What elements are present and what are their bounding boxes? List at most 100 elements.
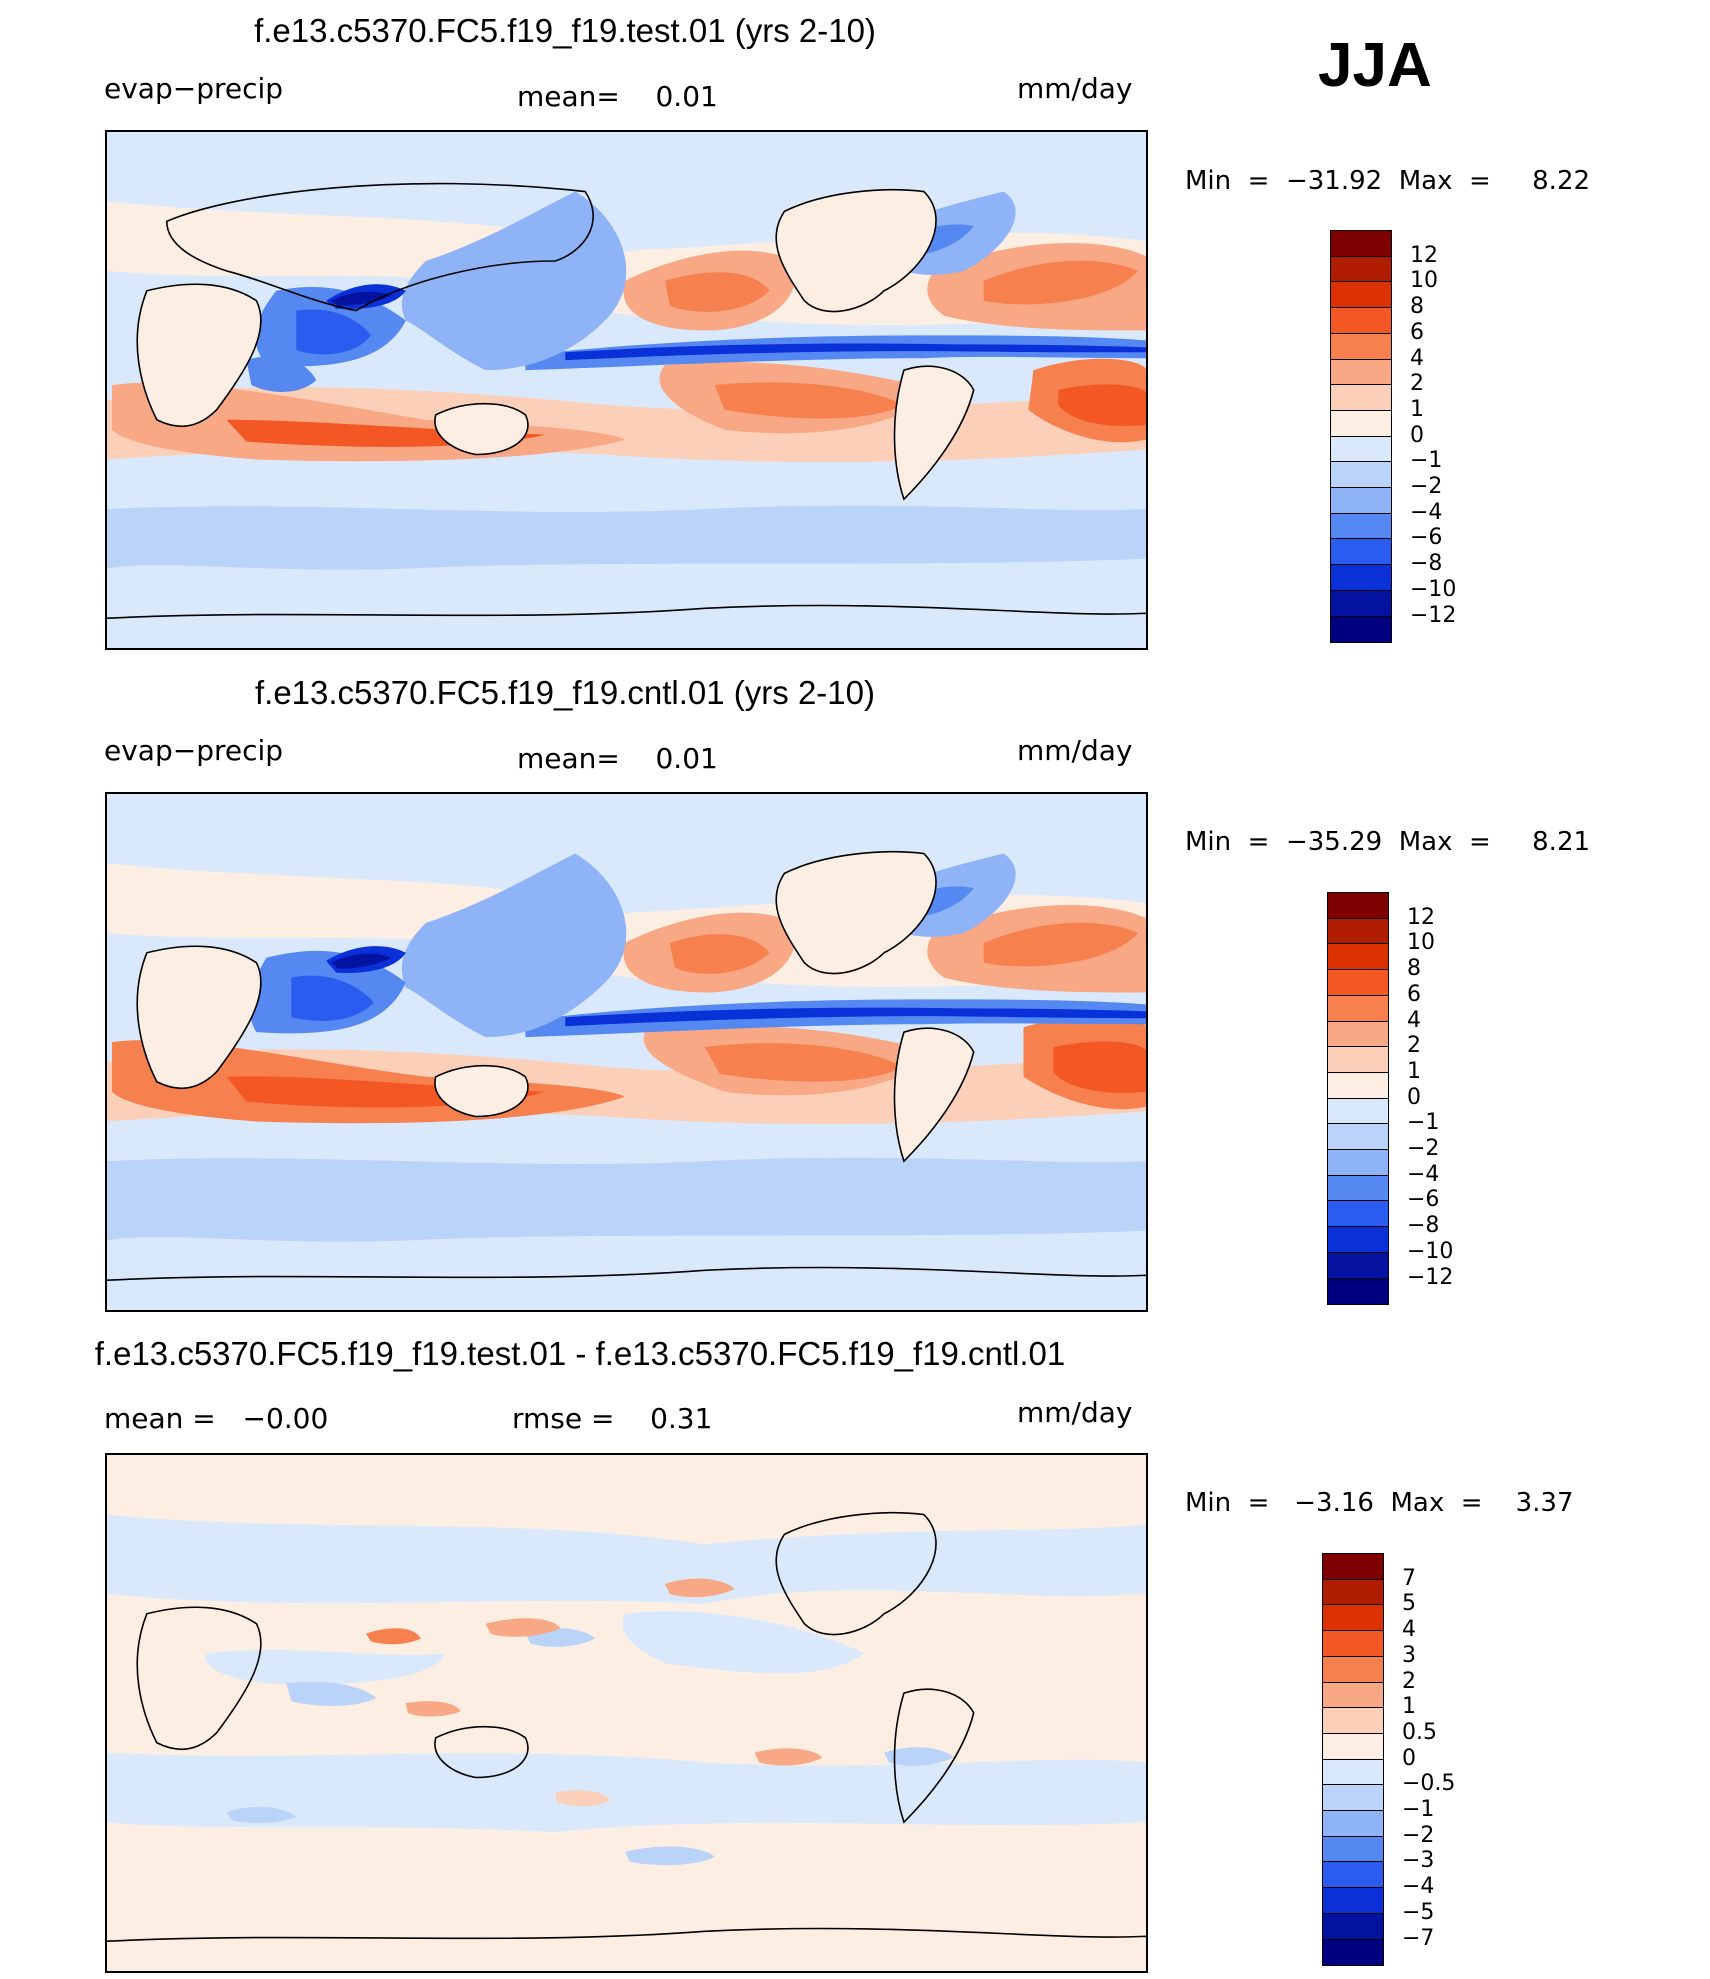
panel-3-minmax: Min = −3.16 Max = 3.37 (1185, 1488, 1574, 1518)
colorbar-swatch (1322, 1578, 1384, 1606)
colorbar-tick-label: 0.5 (1402, 1719, 1437, 1745)
colorbar-swatch (1327, 994, 1389, 1022)
colorbar-swatch (1327, 969, 1389, 997)
colorbar-swatch (1327, 1071, 1389, 1100)
colorbar-swatch (1330, 512, 1392, 540)
colorbar-tick-label: −1 (1407, 1110, 1440, 1136)
colorbar-tick-label: 0 (1402, 1745, 1416, 1771)
panel-1-max-value: 8.22 (1532, 166, 1591, 196)
colorbar-tick-label: 12 (1407, 904, 1435, 930)
colorbar-swatch (1330, 487, 1392, 515)
panel-2-max-label: Max (1398, 827, 1453, 857)
colorbar-tick-label: 10 (1407, 930, 1435, 956)
colorbar-swatch (1327, 1149, 1389, 1177)
colorbar-swatch (1330, 461, 1392, 489)
colorbar-swatch (1322, 1835, 1384, 1863)
colorbar-swatch (1327, 1277, 1389, 1305)
panel-3-title: f.e13.c5370.FC5.f19_f19.test.01 - f.e13.… (94, 1335, 1066, 1372)
panel-1-map (105, 130, 1148, 650)
panel-3-rmse-label: rmse = (512, 1402, 615, 1435)
panel-2-units: mm/day (1017, 734, 1133, 767)
colorbar-tick-label: 7 (1402, 1565, 1416, 1591)
colorbar-swatch (1330, 409, 1392, 438)
colorbar-swatch (1330, 307, 1392, 335)
colorbar-tick-label: −4 (1410, 499, 1443, 525)
panel-1-variable-label: evap−precip (104, 72, 284, 105)
colorbar-tick-label: −6 (1410, 525, 1443, 551)
colorbar-tick-label: −8 (1410, 551, 1443, 577)
colorbar-swatch (1322, 1553, 1384, 1581)
colorbar-tick-label: −4 (1402, 1874, 1435, 1900)
colorbar-swatch (1330, 281, 1392, 309)
panel-2-minmax: Min = −35.29 Max = 8.21 (1185, 827, 1591, 857)
colorbar-tick-label: −10 (1407, 1238, 1454, 1264)
panel-1-mean: mean= 0.01 (517, 80, 718, 113)
panel-1-min-value: −31.92 (1285, 166, 1383, 196)
panel-2-min-label: Min (1185, 827, 1232, 857)
panel-1-minmax: Min = −31.92 Max = 8.22 (1185, 166, 1591, 196)
panel-1-max-label: Max (1398, 166, 1453, 196)
colorbar-swatch (1322, 1810, 1384, 1838)
colorbar-swatch (1327, 1226, 1389, 1254)
colorbar-swatch (1330, 435, 1392, 463)
colorbar-swatch (1330, 538, 1392, 566)
colorbar-tick-label: 12 (1410, 242, 1438, 268)
colorbar-tick-label: −5 (1402, 1899, 1435, 1925)
panel-3-min-value: −3.16 (1294, 1488, 1374, 1518)
panel-3-mean-value: −0.00 (242, 1402, 329, 1435)
colorbar-swatch (1322, 1655, 1384, 1683)
panel-3-map-svg (107, 1455, 1146, 1971)
colorbar-swatch (1322, 1861, 1384, 1889)
colorbar-swatch (1322, 1912, 1384, 1940)
colorbar-swatch (1322, 1938, 1384, 1966)
colorbar-swatch (1322, 1758, 1384, 1786)
colorbar-swatch (1322, 1732, 1384, 1761)
colorbar-swatch (1330, 615, 1392, 643)
panel-2-mean: mean= 0.01 (517, 742, 718, 775)
panel-3-mean-label: mean = (104, 1402, 216, 1435)
panel-3-units: mm/day (1017, 1396, 1133, 1429)
colorbar-swatch (1322, 1707, 1384, 1735)
colorbar-tick-label: −12 (1410, 602, 1457, 628)
colorbar-tick-label: −2 (1402, 1822, 1435, 1848)
panel-3-rmse-value: 0.31 (650, 1402, 713, 1435)
colorbar-tick-label: 1 (1407, 1058, 1421, 1084)
colorbar-tick-label: −8 (1407, 1213, 1440, 1239)
panel-2-min-value: −35.29 (1285, 827, 1383, 857)
colorbar-tick-label: −3 (1402, 1848, 1435, 1874)
panel-2-max-value: 8.21 (1532, 827, 1591, 857)
colorbar-tick-label: −7 (1402, 1925, 1435, 1951)
colorbar-tick-label: 2 (1407, 1033, 1421, 1059)
colorbar-swatch (1327, 1251, 1389, 1279)
panel-2-map (105, 792, 1148, 1312)
colorbar-tick-label: −0.5 (1402, 1771, 1456, 1797)
colorbar-swatch (1322, 1604, 1384, 1632)
colorbar-swatch (1327, 1174, 1389, 1202)
panel-3-mean: mean = −0.00 (104, 1402, 328, 1435)
colorbar-swatch (1322, 1887, 1384, 1915)
colorbar-tick-label: −4 (1407, 1161, 1440, 1187)
panel-1-map-svg (107, 132, 1146, 648)
panel-1-title: f.e13.c5370.FC5.f19_f19.test.01 (yrs 2-1… (254, 12, 876, 49)
panel-3-max-label: Max (1390, 1488, 1445, 1518)
colorbar-swatch (1322, 1784, 1384, 1812)
colorbar-tick-label: 5 (1402, 1591, 1416, 1617)
panel-3-max-value: 3.37 (1515, 1488, 1574, 1518)
panel-3-map (105, 1453, 1148, 1973)
colorbar-tick-label: −10 (1410, 576, 1457, 602)
panel-2-variable-label: evap−precip (104, 734, 284, 767)
colorbar-tick-label: 4 (1402, 1617, 1416, 1643)
colorbar-swatch (1327, 943, 1389, 971)
colorbar-swatch (1330, 230, 1392, 258)
panel-1-mean-label: mean= (517, 80, 620, 113)
panel-2-mean-value: 0.01 (655, 742, 718, 775)
colorbar-swatch (1330, 564, 1392, 592)
colorbar-swatch (1327, 917, 1389, 945)
colorbar-tick-label: 8 (1407, 956, 1421, 982)
colorbar-tick-label: 0 (1410, 422, 1424, 448)
colorbar-tick-label: 1 (1402, 1694, 1416, 1720)
colorbar-tick-label: 10 (1410, 268, 1438, 294)
panel-3-rmse: rmse = 0.31 (512, 1402, 712, 1435)
colorbar-swatch (1327, 1046, 1389, 1074)
colorbar-swatch (1327, 892, 1389, 920)
